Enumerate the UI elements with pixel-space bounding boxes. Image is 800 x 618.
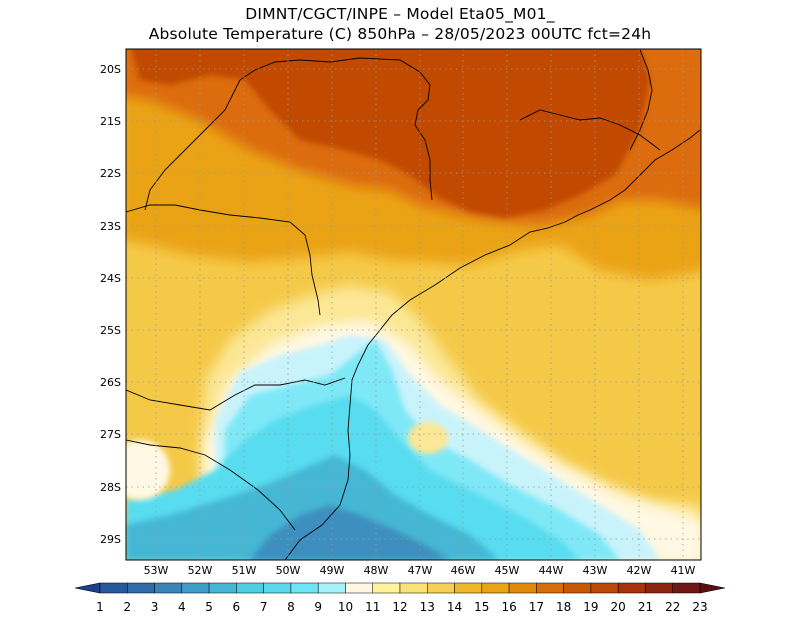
map-frame xyxy=(125,48,702,561)
coastline-borders xyxy=(126,49,701,560)
lon-label: 45W xyxy=(495,564,520,577)
lon-label: 49W xyxy=(320,564,345,577)
lon-label: 46W xyxy=(451,564,476,577)
colorbar-swatch xyxy=(672,582,701,594)
state-border-3 xyxy=(126,439,296,531)
colorbar-swatch xyxy=(508,582,537,594)
lat-label: 23S xyxy=(100,220,121,233)
state-border-4 xyxy=(239,57,433,201)
colorbar-label: 8 xyxy=(287,600,295,614)
colorbar-swatch xyxy=(399,582,428,594)
colorbar-label: 17 xyxy=(529,600,544,614)
lon-label: 41W xyxy=(671,564,696,577)
state-border-5 xyxy=(519,109,661,151)
colorbar-swatch xyxy=(481,582,510,594)
lat-label: 28S xyxy=(100,481,121,494)
graticule xyxy=(126,49,701,560)
colorbar-swatch xyxy=(208,582,237,594)
lat-label: 25S xyxy=(100,324,121,337)
colorbar-swatch xyxy=(181,582,210,594)
colorbar-label: 10 xyxy=(338,600,353,614)
colorbar-swatch xyxy=(617,582,646,594)
lat-label: 21S xyxy=(100,115,121,128)
colorbar-swatch xyxy=(290,582,319,594)
lon-label: 50W xyxy=(276,564,301,577)
colorbar-label: 2 xyxy=(123,600,131,614)
state-border-1 xyxy=(126,204,321,316)
field-steel-blue xyxy=(250,505,450,560)
lat-label: 27S xyxy=(100,428,121,441)
lat-label: 24S xyxy=(100,272,121,285)
field-teal xyxy=(126,455,500,560)
colorbar-swatch xyxy=(645,582,673,594)
colorbar: 1 2 3 4 5 6 7 8 9 10 11 12 13 14 15 16 17 18 19 20 21 22 23 xyxy=(74,582,726,614)
colorbar-label: 20 xyxy=(611,600,626,614)
colorbar-swatch xyxy=(454,582,483,594)
colorbar-swatch xyxy=(263,582,292,594)
field-dark-orange xyxy=(131,49,650,218)
colorbar-swatch xyxy=(536,582,564,594)
colorbar-label: 19 xyxy=(583,600,598,614)
colorbar-label: 16 xyxy=(501,600,516,614)
lon-label: 52W xyxy=(188,564,213,577)
colorbar-label: 14 xyxy=(447,600,462,614)
colorbar-swatch xyxy=(590,582,619,594)
lon-label: 47W xyxy=(408,564,433,577)
colorbar-label: 18 xyxy=(556,600,571,614)
lat-label: 29S xyxy=(100,533,121,546)
colorbar-label: 13 xyxy=(420,600,435,614)
lon-label: 51W xyxy=(232,564,257,577)
lon-label: 42W xyxy=(627,564,652,577)
coastline xyxy=(284,129,701,560)
map-title-line1: DIMNT/CGCT/INPE – Model Eta05_M01_ xyxy=(245,5,555,23)
colorbar-label: 23 xyxy=(692,600,707,614)
colorbar-swatch xyxy=(154,582,183,594)
field-cream-blob-left xyxy=(126,440,170,500)
lon-label: 44W xyxy=(539,564,564,577)
colorbar-high-arrow xyxy=(699,582,726,594)
colorbar-label: 7 xyxy=(260,600,268,614)
colorbar-label: 4 xyxy=(178,600,186,614)
colorbar-label: 1 xyxy=(96,600,104,614)
lat-label: 22S xyxy=(100,167,121,180)
field-cream-blob-center xyxy=(408,422,448,454)
colorbar-swatch xyxy=(127,582,155,594)
lat-label: 20S xyxy=(100,63,121,76)
colorbar-label: 22 xyxy=(665,600,680,614)
colorbar-swatch xyxy=(427,582,455,594)
colorbar-label: 11 xyxy=(365,600,380,614)
lat-labels: 20S 21S 22S 23S 24S 25S 26S 27S 28S 29S xyxy=(100,63,121,546)
lon-label: 53W xyxy=(144,564,169,577)
lat-label: 26S xyxy=(100,376,121,389)
colorbar-label: 5 xyxy=(205,600,213,614)
colorbar-label: 12 xyxy=(392,600,407,614)
colorbar-swatch xyxy=(99,582,128,594)
colorbar-label: 3 xyxy=(151,600,159,614)
state-border-6 xyxy=(144,79,241,211)
colorbar-low-arrow xyxy=(74,582,101,594)
colorbar-label: 21 xyxy=(638,600,653,614)
colorbar-label: 9 xyxy=(314,600,322,614)
colorbar-label: 15 xyxy=(474,600,489,614)
state-border-7 xyxy=(629,49,653,151)
state-border-2 xyxy=(126,377,346,411)
colorbar-swatch xyxy=(345,582,373,594)
temperature-field xyxy=(126,49,701,560)
colorbar-swatch xyxy=(317,582,346,594)
colorbar-label: 6 xyxy=(233,600,241,614)
lon-label: 48W xyxy=(364,564,389,577)
colorbar-swatch xyxy=(236,582,264,594)
lon-label: 43W xyxy=(583,564,608,577)
colorbar-swatch xyxy=(372,582,401,594)
lon-labels: 53W 52W 51W 50W 49W 48W 47W 46W 45W 44W … xyxy=(144,564,696,577)
map-title-line2: Absolute Temperature (C) 850hPa – 28/05/… xyxy=(148,25,652,43)
colorbar-swatch xyxy=(563,582,592,594)
